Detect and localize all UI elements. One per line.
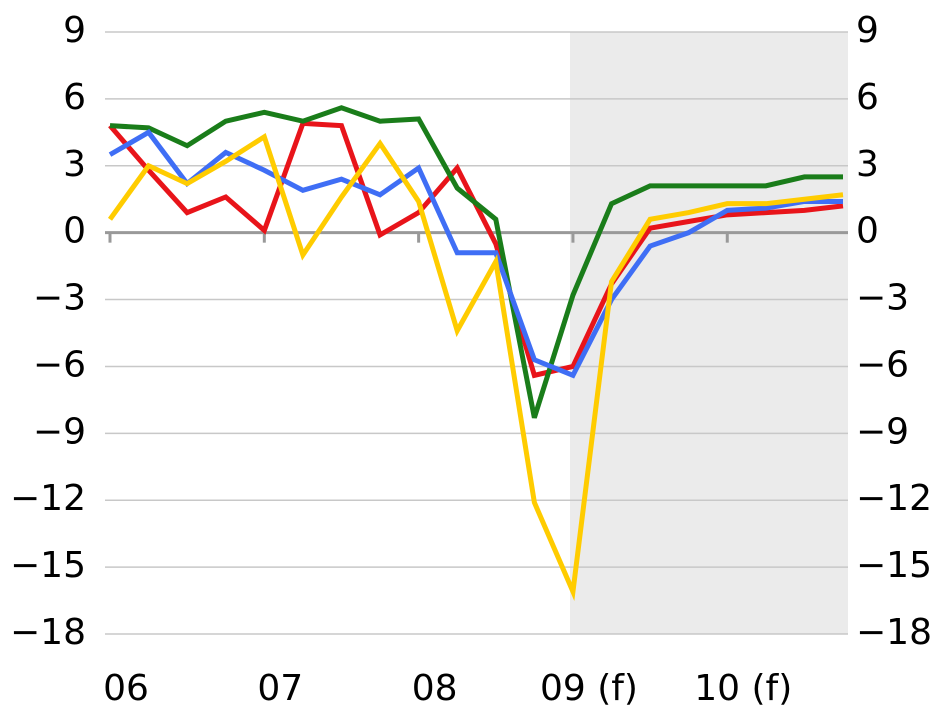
y-tick-label: −18 — [10, 612, 86, 653]
y2-tick-label: −9 — [856, 411, 909, 452]
series-line — [109, 105, 843, 419]
x-tick-label: 07 — [257, 668, 303, 709]
x-tick-label: 06 — [103, 668, 149, 709]
y2-tick-label: 9 — [856, 10, 879, 51]
x-tick-label: 08 — [412, 668, 458, 709]
y2-tick-label: −12 — [856, 478, 932, 519]
y2-tick-label: 3 — [856, 144, 879, 185]
y-tick-label: 6 — [63, 77, 86, 118]
series-line — [107, 132, 844, 602]
y-tick-label: −15 — [10, 545, 86, 586]
y2-tick-label: 6 — [856, 77, 879, 118]
y-tick-label: −12 — [10, 478, 86, 519]
y2-tick-label: −3 — [856, 278, 909, 319]
y2-tick-label: −18 — [856, 612, 932, 653]
x-tick-label: 10 (f) — [694, 668, 792, 709]
forecast-shading — [570, 32, 848, 634]
x-tick-label: 09 (f) — [540, 668, 638, 709]
y2-tick-label: −6 — [856, 344, 909, 385]
y2-tick-label: −15 — [856, 545, 932, 586]
y-tick-label: 9 — [63, 10, 86, 51]
y2-tick-label: 0 — [856, 211, 879, 252]
y-tick-label: 3 — [63, 144, 86, 185]
y-tick-label: −9 — [33, 411, 86, 452]
y-tick-label: −3 — [33, 278, 86, 319]
y-tick-label: −6 — [33, 344, 86, 385]
y-tick-label: 0 — [63, 211, 86, 252]
